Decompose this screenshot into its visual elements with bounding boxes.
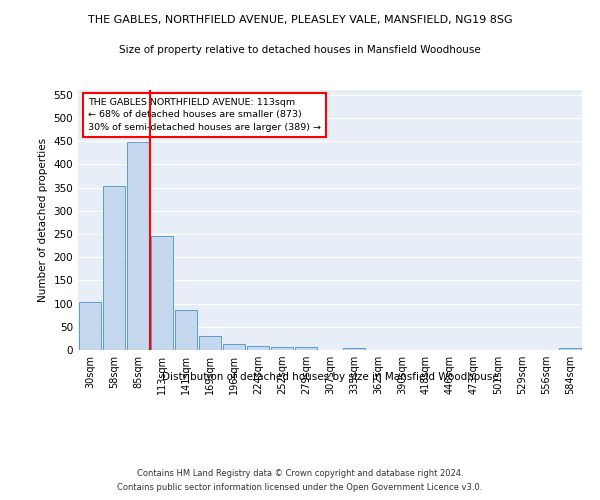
Bar xyxy=(79,302,101,350)
Text: Contains HM Land Registry data © Crown copyright and database right 2024.: Contains HM Land Registry data © Crown c… xyxy=(137,468,463,477)
Text: THE GABLES NORTHFIELD AVENUE: 113sqm
← 68% of detached houses are smaller (873)
: THE GABLES NORTHFIELD AVENUE: 113sqm ← 6… xyxy=(88,98,321,132)
Y-axis label: Number of detached properties: Number of detached properties xyxy=(38,138,48,302)
Bar xyxy=(151,236,173,350)
Bar xyxy=(247,346,269,350)
Bar xyxy=(559,348,581,350)
Bar xyxy=(295,347,317,350)
Bar xyxy=(175,310,197,350)
Bar xyxy=(127,142,149,350)
Text: Size of property relative to detached houses in Mansfield Woodhouse: Size of property relative to detached ho… xyxy=(119,45,481,55)
Bar xyxy=(199,336,221,350)
Bar xyxy=(223,344,245,350)
Text: Contains public sector information licensed under the Open Government Licence v3: Contains public sector information licen… xyxy=(118,484,482,492)
Text: Distribution of detached houses by size in Mansfield Woodhouse: Distribution of detached houses by size … xyxy=(161,372,499,382)
Bar xyxy=(271,347,293,350)
Text: THE GABLES, NORTHFIELD AVENUE, PLEASLEY VALE, MANSFIELD, NG19 8SG: THE GABLES, NORTHFIELD AVENUE, PLEASLEY … xyxy=(88,15,512,25)
Bar xyxy=(103,186,125,350)
Bar xyxy=(343,348,365,350)
